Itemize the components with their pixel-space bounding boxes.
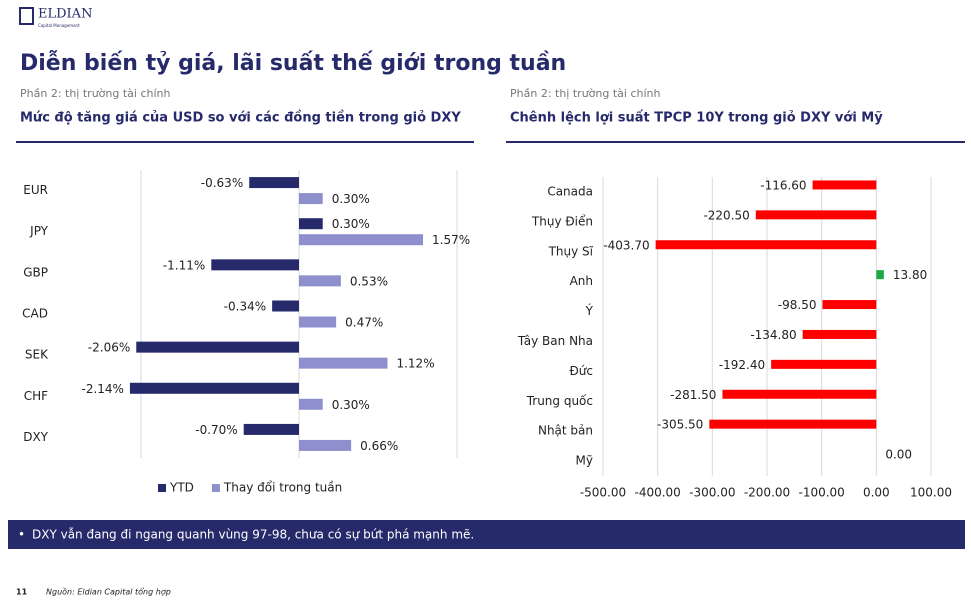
y-tick-label: Ý: [585, 303, 594, 318]
section: Phần 2: thị trường tài chính: [510, 87, 660, 100]
value-label: -2.06%: [88, 341, 130, 355]
value-label: 0.30%: [332, 192, 370, 206]
y-tick-label: Mỹ: [576, 454, 593, 468]
value-label: -1.11%: [163, 258, 205, 272]
bar: [249, 177, 299, 189]
logo-sub: Capital Management: [38, 23, 80, 28]
y-tick-label: EUR: [23, 183, 48, 197]
bar: [299, 439, 352, 451]
bar: [722, 389, 877, 399]
x-tick-label: -500.00: [580, 486, 626, 500]
x-tick-label: -300.00: [689, 486, 735, 500]
value-label: 0.53%: [350, 274, 388, 288]
legend-label: Thay đổi trong tuần: [223, 481, 342, 495]
value-label: -0.70%: [195, 423, 237, 437]
bar: [802, 329, 877, 339]
value-label: -403.70: [603, 238, 649, 252]
value-label: -281.50: [670, 388, 716, 402]
y-tick-label: DXY: [23, 430, 48, 444]
value-label: -220.50: [703, 208, 749, 222]
value-label: 0.30%: [332, 398, 370, 412]
x-tick-label: -100.00: [799, 486, 845, 500]
bar: [129, 382, 299, 394]
bar: [812, 180, 877, 190]
value-label: -0.63%: [201, 176, 243, 190]
value-label: -134.80: [750, 328, 796, 342]
y-tick-label: Canada: [547, 184, 593, 198]
bar: [211, 259, 299, 271]
bar: [771, 359, 877, 369]
bar: [299, 275, 341, 287]
value-label: 0.66%: [360, 439, 398, 453]
value-label: -305.50: [657, 418, 703, 432]
bar: [755, 210, 877, 220]
legend-swatch: [211, 484, 220, 492]
logo: ELDIAN: [38, 7, 92, 22]
source: Nguồn: Eldian Capital tổng hợp: [46, 587, 171, 597]
y-tick-label: Đức: [569, 364, 593, 378]
bar: [243, 423, 299, 435]
bullet: •: [18, 528, 25, 542]
y-tick-label: Tây Ban Nha: [517, 334, 593, 348]
logo-icon: [19, 7, 34, 25]
bar: [709, 419, 877, 429]
x-tick-label: 100.00: [910, 486, 952, 500]
y-tick-label: Nhật bản: [538, 424, 593, 438]
note-bar: [8, 520, 965, 549]
y-tick-label: Thụy Điển: [531, 214, 593, 228]
bar: [299, 316, 337, 328]
y-tick-label: Trung quốc: [526, 394, 593, 408]
y-tick-label: CAD: [22, 307, 48, 321]
value-label: -98.50: [778, 298, 817, 312]
y-tick-label: GBP: [23, 265, 48, 279]
y-tick-label: JPY: [29, 224, 49, 238]
value-label: 1.57%: [432, 233, 470, 247]
value-label: 1.12%: [396, 357, 434, 371]
value-label: 0.30%: [332, 217, 370, 231]
bar: [299, 357, 388, 369]
y-tick-label: Thụy Sĩ: [548, 244, 594, 258]
bar: [299, 398, 323, 410]
x-tick-label: -400.00: [635, 486, 681, 500]
bar: [299, 193, 323, 205]
value-label: 0.00: [885, 448, 912, 462]
y-tick-label: SEK: [25, 348, 49, 362]
chart-title: Chênh lệch lợi suất TPCP 10Y trong giỏ D…: [510, 111, 883, 126]
value-label: -2.14%: [81, 382, 123, 396]
value-label: 0.47%: [345, 316, 383, 330]
chart-title: Mức độ tăng giá của USD so với các đồng …: [20, 111, 461, 126]
value-label: -0.34%: [224, 300, 266, 314]
bar: [299, 234, 424, 246]
y-tick-label: Anh: [570, 274, 593, 288]
x-tick-label: -200.00: [744, 486, 790, 500]
legend-swatch: [158, 484, 166, 492]
x-tick-label: 0.00: [863, 486, 890, 500]
value-label: -116.60: [760, 178, 806, 192]
y-tick-label: CHF: [24, 389, 48, 403]
value-label: 13.80: [893, 268, 927, 282]
legend-label: YTD: [169, 481, 194, 495]
page-title: Diễn biến tỷ giá, lãi suất thế giới tron…: [20, 51, 566, 76]
section: Phần 2: thị trường tài chính: [20, 87, 170, 100]
value-label: -192.40: [719, 358, 765, 372]
bar: [655, 240, 877, 250]
page-number: 11: [16, 588, 28, 597]
bar: [822, 300, 877, 310]
note: DXY vẫn đang đi ngang quanh vùng 97-98, …: [32, 528, 474, 542]
bar: [876, 270, 884, 280]
bar: [272, 300, 299, 312]
bar: [136, 341, 299, 353]
bar: [299, 218, 323, 230]
